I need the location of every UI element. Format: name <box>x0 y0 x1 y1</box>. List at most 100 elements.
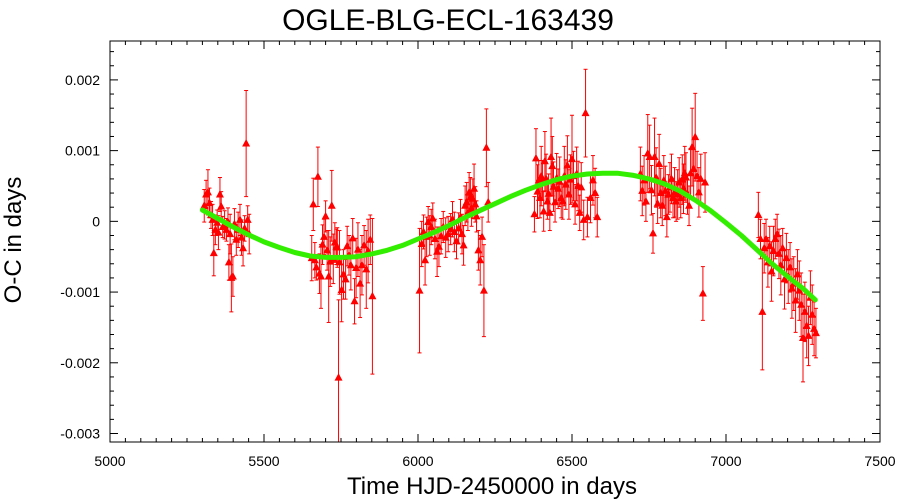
data-point <box>791 296 800 304</box>
data-point <box>318 240 327 248</box>
y-tick-label: -0.003 <box>60 426 100 442</box>
y-tick-label: 0.002 <box>65 72 100 88</box>
x-tick-label: 6500 <box>556 453 587 469</box>
data-point <box>242 139 251 147</box>
data-point <box>213 218 222 226</box>
data-point <box>309 199 318 208</box>
data-point <box>434 242 443 250</box>
data-point <box>479 286 488 294</box>
chart-title: OGLE-BLG-ECL-163439 <box>282 4 614 37</box>
data-point <box>321 211 330 220</box>
data-point <box>341 274 350 283</box>
x-axis-label: Time HJD-2450000 in days <box>347 473 637 500</box>
data-point <box>548 161 557 170</box>
data-point <box>696 174 705 182</box>
y-tick-label: 0.001 <box>65 143 100 159</box>
data-point <box>228 272 237 280</box>
data-point <box>459 240 468 249</box>
data-point <box>647 185 656 194</box>
data-point <box>591 188 600 197</box>
data-point <box>239 243 248 252</box>
data-point <box>470 184 479 192</box>
data-point <box>214 228 223 236</box>
x-tick-label: 5000 <box>94 453 125 469</box>
data-point <box>800 307 809 315</box>
data-point <box>782 253 791 262</box>
data-point <box>419 227 428 235</box>
data-point <box>334 373 343 381</box>
data-point <box>348 233 357 242</box>
data-point <box>786 262 795 271</box>
data-point <box>650 152 659 160</box>
data-point <box>357 260 366 269</box>
data-point <box>353 245 362 253</box>
data-point <box>563 160 572 169</box>
data-point <box>641 197 650 205</box>
data-point <box>765 241 774 250</box>
data-point <box>368 291 377 300</box>
data-point <box>802 321 811 330</box>
data-point <box>235 215 244 223</box>
data-point <box>346 260 355 269</box>
data-point <box>655 159 664 168</box>
data-point <box>337 285 346 293</box>
data-point <box>583 212 592 221</box>
data-point <box>540 156 549 165</box>
data-point <box>476 255 485 264</box>
data-point <box>694 187 703 196</box>
data-point <box>793 269 802 278</box>
data-point <box>754 210 763 218</box>
data-point <box>208 215 217 223</box>
data-point <box>581 108 590 117</box>
y-tick-label: -0.001 <box>60 284 100 300</box>
data-point <box>209 248 218 257</box>
data-point <box>320 232 329 240</box>
data-point <box>366 235 375 243</box>
data-point <box>698 288 707 297</box>
data-point <box>649 228 658 237</box>
data-point <box>452 236 461 245</box>
y-axis-label: O-C in days <box>0 177 27 304</box>
data-point <box>685 201 694 209</box>
data-point <box>638 186 647 194</box>
data-point <box>547 152 556 160</box>
data-point <box>226 229 235 238</box>
data-point <box>662 212 671 221</box>
data-point <box>531 153 540 162</box>
data-point <box>454 223 463 232</box>
x-tick-label: 5500 <box>248 453 279 469</box>
data-point <box>568 154 576 163</box>
data-point <box>758 307 767 315</box>
data-point <box>316 272 325 280</box>
data-point <box>804 331 813 339</box>
data-point <box>593 212 602 221</box>
y-tick-label: -0.002 <box>60 355 100 371</box>
data-point <box>313 172 322 180</box>
data-point <box>808 310 817 318</box>
data-point <box>215 189 224 198</box>
data-point <box>474 245 483 254</box>
data-point <box>471 199 480 208</box>
data-point <box>571 199 580 208</box>
data-point <box>539 206 548 215</box>
data-point <box>482 143 491 151</box>
y-tick-label: 0 <box>92 213 100 229</box>
plot-frame <box>109 40 881 443</box>
data-point <box>691 132 700 141</box>
data-point <box>350 296 359 305</box>
data-point <box>537 171 546 180</box>
data-point <box>343 241 352 250</box>
data-point <box>545 208 554 216</box>
data-point <box>577 182 586 191</box>
data-point <box>472 211 481 220</box>
data-point <box>762 234 771 243</box>
data-point <box>312 262 321 271</box>
data-point <box>756 234 765 243</box>
data-point <box>653 199 662 207</box>
data-point <box>579 215 588 223</box>
data-point <box>811 328 820 337</box>
data-point <box>421 255 430 264</box>
data-point <box>478 232 487 240</box>
data-point <box>701 177 710 186</box>
